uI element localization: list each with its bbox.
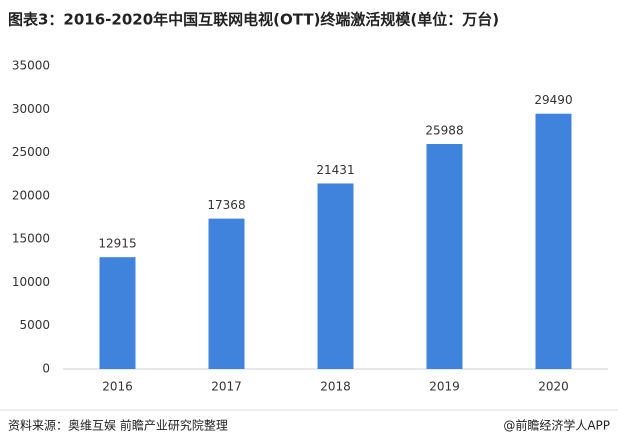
y-tick-label: 5000	[19, 318, 50, 332]
y-tick-label: 35000	[12, 59, 50, 73]
value-label: 12915	[98, 237, 136, 251]
value-label: 25988	[425, 124, 463, 138]
bar	[317, 183, 354, 369]
x-tick-label: 2019	[429, 380, 460, 394]
y-tick-label: 0	[42, 362, 50, 376]
y-tick-label: 10000	[12, 275, 50, 289]
value-label: 29490	[534, 93, 572, 107]
y-tick-label: 25000	[12, 145, 50, 159]
value-label: 17368	[207, 198, 245, 212]
credit: @前瞻经济学人APP	[503, 418, 610, 433]
bar	[535, 113, 572, 369]
y-tick-label: 30000	[12, 102, 50, 116]
x-tick-label: 2016	[102, 380, 133, 394]
source: 资料来源：奥维互娱 前瞻产业研究院整理	[8, 418, 228, 433]
x-tick-label: 2020	[538, 380, 569, 394]
x-tick-label: 2018	[320, 380, 351, 394]
value-label: 21431	[316, 163, 354, 177]
y-tick-label: 20000	[12, 188, 50, 202]
x-tick-label: 2017	[211, 380, 242, 394]
bar	[208, 218, 245, 369]
bar	[99, 257, 136, 369]
bar	[426, 144, 463, 369]
chart-title: 图表3：2016-2020年中国互联网电视(OTT)终端激活规模(单位：万台)	[8, 11, 499, 29]
y-tick-label: 15000	[12, 232, 50, 246]
